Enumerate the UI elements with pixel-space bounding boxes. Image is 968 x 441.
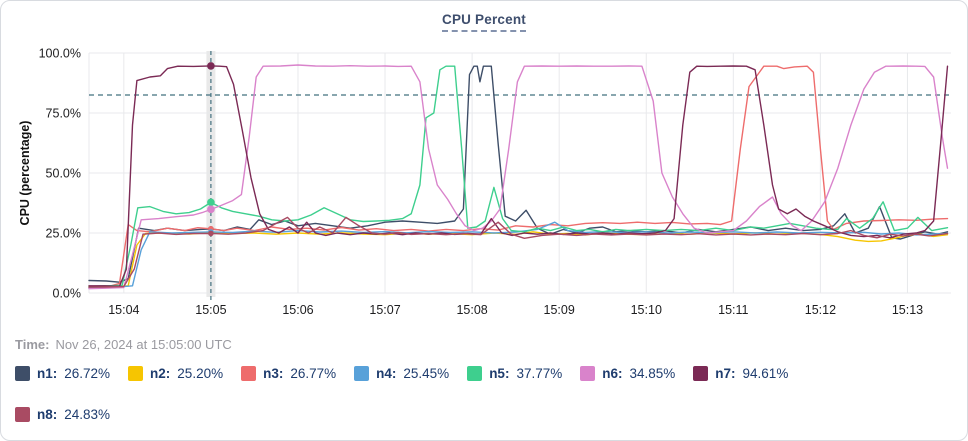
legend-item-n1[interactable]: n1: 26.72%	[15, 366, 110, 381]
series-line-n2	[88, 231, 949, 288]
series-line-n4	[88, 221, 949, 289]
crosshair-dot-n8	[208, 230, 214, 237]
legend-swatch-n7	[693, 366, 709, 381]
x-tick-label: 15:13	[892, 303, 923, 317]
chart-title[interactable]: CPU Percent	[442, 12, 526, 32]
legend-item-n4[interactable]: n4: 25.45%	[354, 366, 449, 381]
legend-label-n6: n6:	[602, 366, 623, 381]
legend-value-n8: 24.83%	[64, 407, 111, 422]
y-axis-title: CPU (percentage)	[18, 121, 32, 226]
x-tick-label: 15:09	[544, 303, 575, 317]
legend-item-n7[interactable]: n7: 94.61%	[693, 366, 788, 381]
crosshair-dot-n6	[207, 205, 215, 214]
time-note: Time: Nov 26, 2024 at 15:05:00 UTC	[1, 325, 967, 352]
y-tick-label: 25.0%	[46, 227, 81, 241]
series-line-n8	[88, 216, 949, 288]
x-tick-label: 15:10	[631, 303, 662, 317]
legend-label-n2: n2:	[150, 366, 171, 381]
legend-item-n6[interactable]: n6: 34.85%	[580, 366, 675, 381]
legend-swatch-n5	[467, 366, 483, 381]
legend-value-n6: 34.85%	[629, 366, 676, 381]
legend-swatch-n2	[128, 366, 144, 381]
y-tick-label: 100.0%	[39, 47, 81, 61]
legend-label-n3: n3:	[263, 366, 284, 381]
legend-item-n2[interactable]: n2: 25.20%	[128, 366, 223, 381]
legend-swatch-n3	[241, 366, 257, 381]
x-tick-label: 15:04	[108, 303, 139, 317]
legend-swatch-n6	[580, 366, 596, 381]
series-line-n7	[88, 65, 949, 288]
chart-title-row: CPU Percent	[1, 1, 967, 37]
legend-label-n8: n8:	[37, 407, 58, 422]
x-tick-label: 15:07	[369, 303, 400, 317]
series-line-n1	[88, 65, 949, 283]
legend-label-n4: n4:	[376, 366, 397, 381]
time-note-value: Nov 26, 2024 at 15:05:00 UTC	[55, 337, 232, 352]
legend-value-n2: 25.20%	[177, 366, 224, 381]
x-tick-label: 15:05	[195, 303, 226, 317]
legend-value-n7: 94.61%	[742, 366, 789, 381]
x-tick-label: 15:12	[805, 303, 836, 317]
series-line-n6	[88, 64, 949, 290]
legend-label-n1: n1:	[37, 366, 58, 381]
legend-value-n1: 26.72%	[64, 366, 111, 381]
legend-item-n5[interactable]: n5: 37.77%	[467, 366, 562, 381]
time-note-label: Time:	[15, 337, 50, 352]
x-tick-label: 15:11	[718, 303, 748, 317]
legend-swatch-n8	[15, 407, 30, 422]
cpu-percent-chart[interactable]: 100.0% 75.0% 50.0% 25.0% 0.0% 15:04 15:05 15:06…	[1, 37, 968, 325]
series-line-n5	[88, 65, 949, 288]
y-tick-label: 0.0%	[53, 287, 82, 301]
legend-label-n5: n5:	[489, 366, 510, 381]
legend-value-n5: 37.77%	[516, 366, 563, 381]
legend-value-n4: 25.45%	[403, 366, 450, 381]
y-tick-label: 75.0%	[46, 107, 81, 121]
legend-swatch-n1	[15, 366, 30, 381]
chart-legend: n1: 26.72% n2: 25.20% n3: 26.77% n4: 25.…	[1, 352, 967, 422]
y-tick-label: 50.0%	[46, 167, 81, 181]
series-line-n3	[88, 65, 949, 289]
x-tick-label: 15:08	[456, 303, 487, 317]
crosshair-dot-n5	[207, 198, 215, 207]
legend-item-n3[interactable]: n3: 26.77%	[241, 366, 336, 381]
legend-value-n3: 26.77%	[290, 366, 337, 381]
legend-item-n8[interactable]: n8: 24.83%	[15, 407, 110, 422]
legend-label-n7: n7:	[715, 366, 736, 381]
x-tick-label: 15:06	[282, 303, 313, 317]
legend-swatch-n4	[354, 366, 370, 381]
crosshair-dot-n7	[207, 62, 215, 70]
